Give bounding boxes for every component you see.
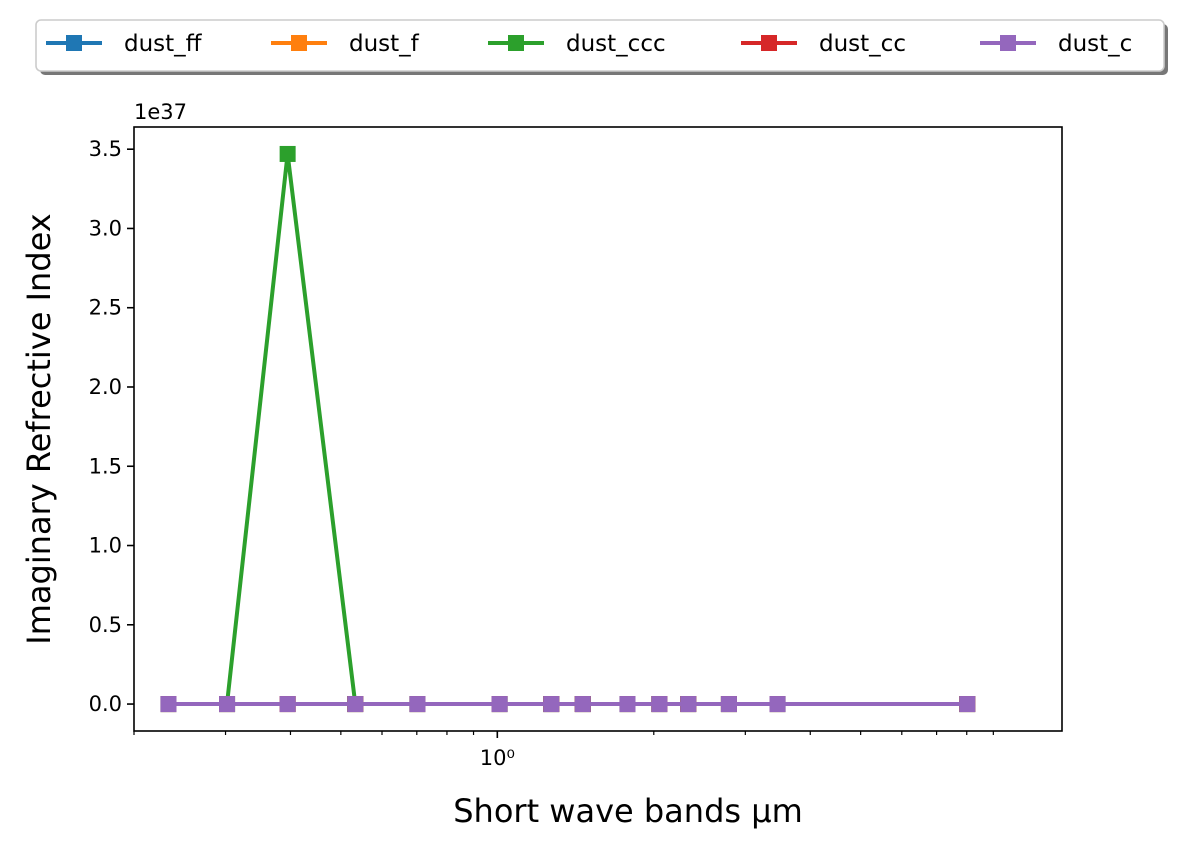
y-tick-label: 0.0 — [89, 692, 122, 716]
legend-marker — [1000, 35, 1016, 51]
legend-item-dust_cc: dust_cc — [741, 31, 906, 57]
plot-area: 0.0 0.5 1.0 1.5 2.0 2.5 3.0 3.5 10⁰ — [89, 126, 1063, 770]
legend-label: dust_cc — [819, 31, 906, 57]
data-point — [279, 696, 296, 713]
data-point — [347, 696, 364, 713]
y-tick-label: 0.5 — [89, 613, 122, 637]
data-point — [619, 696, 636, 713]
data-point — [959, 696, 976, 713]
y-tick-label: 3.0 — [89, 216, 122, 240]
plot-frame — [133, 126, 1063, 732]
legend-item-dust_c: dust_c — [980, 31, 1132, 57]
series-dust_c — [160, 696, 976, 713]
y-axis-label: Imaginary Refrective Index — [20, 213, 58, 644]
y-tick-label: 2.5 — [89, 296, 122, 320]
legend-marker — [291, 35, 307, 51]
legend-item-dust_ff: dust_ff — [46, 31, 203, 57]
data-point — [651, 696, 668, 713]
series-dust_ccc — [160, 145, 976, 713]
data-point — [574, 696, 591, 713]
y-offset-label: 1e37 — [134, 100, 187, 124]
data-point — [279, 145, 296, 162]
x-axis-label: Short wave bands μm — [453, 792, 803, 830]
data-point — [409, 696, 426, 713]
legend-label: dust_ccc — [566, 31, 666, 57]
legend-marker — [66, 35, 82, 51]
y-tick-label: 2.0 — [89, 375, 122, 399]
data-point — [680, 696, 697, 713]
legend-frame — [35, 19, 1165, 72]
data-point — [720, 696, 737, 713]
y-tick-label: 1.0 — [89, 534, 122, 558]
legend-label: dust_f — [349, 31, 420, 57]
legend-marker — [761, 35, 777, 51]
legend-item-dust_ccc: dust_ccc — [488, 31, 666, 57]
legend-label: dust_ff — [124, 31, 203, 57]
data-point — [491, 696, 508, 713]
data-point — [219, 696, 236, 713]
legend: dust_ff dust_f dust_ccc dust_cc dust_c — [35, 19, 1168, 75]
data-point — [543, 696, 560, 713]
legend-marker — [508, 35, 524, 51]
series-line — [168, 152, 968, 706]
y-tick-label: 3.5 — [89, 137, 122, 161]
data-point — [160, 696, 177, 713]
legend-label: dust_c — [1058, 31, 1132, 57]
legend-item-dust_f: dust_f — [271, 31, 420, 57]
data-point — [769, 696, 786, 713]
x-tick-label: 10⁰ — [480, 746, 515, 770]
y-tick-label: 1.5 — [89, 454, 122, 478]
